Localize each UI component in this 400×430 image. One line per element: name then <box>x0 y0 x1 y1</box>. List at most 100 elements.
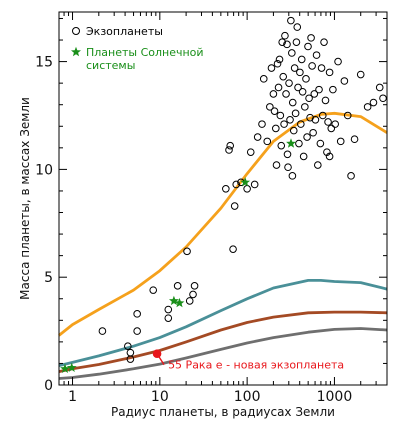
exoplanet-point <box>295 139 303 148</box>
exoplanet-point <box>230 202 239 210</box>
exoplanet-point <box>173 282 182 290</box>
exoplanet-point <box>133 327 141 335</box>
exoplanet-point <box>288 98 297 107</box>
exoplanet-point <box>232 180 241 189</box>
exoplanet-point <box>311 116 320 124</box>
legend-solar-marker <box>71 46 81 57</box>
exoplanet-point <box>277 141 286 150</box>
x-axis-title: Радиус планеты, в радиусах Земли <box>111 405 335 419</box>
solar-planet-point <box>240 177 251 187</box>
y-tick-label: 10 <box>35 162 53 178</box>
exoplanet-point <box>270 107 279 115</box>
exoplanet-point <box>253 133 262 141</box>
exoplanet-point <box>312 51 321 59</box>
exoplanet-point <box>336 137 345 146</box>
exoplanet-point <box>296 68 304 77</box>
y-tick-label: 0 <box>44 378 53 394</box>
exoplanet-point <box>308 62 316 70</box>
exoplanet-point <box>298 87 307 96</box>
y-axis-title: Масса планеты, в массах Земли <box>18 97 32 300</box>
highlight-group: 55 Рака e - новая экзопланета <box>152 349 344 372</box>
exoplanet-point <box>225 146 233 154</box>
theoretical-curves <box>58 111 388 380</box>
exoplanet-point <box>350 135 359 144</box>
legend-exoplanet-marker <box>72 27 80 35</box>
legend-solar-label: системы <box>86 59 135 72</box>
solar-planet-point <box>174 297 185 308</box>
exoplanet-point <box>267 64 276 72</box>
exoplanet-point <box>369 98 378 107</box>
exoplanet-point <box>276 111 285 120</box>
exoplanet-point <box>229 245 237 253</box>
exoplanet-point <box>250 180 259 189</box>
exoplanet-point <box>297 55 306 64</box>
y-tick-label: 5 <box>44 270 53 286</box>
exoplanet-point <box>299 152 308 161</box>
exoplanet-point <box>283 40 291 49</box>
exoplanet-point <box>133 310 141 318</box>
exoplanet-point <box>304 42 312 51</box>
exoplanet-point <box>272 124 280 133</box>
exoplanet-point <box>263 137 272 146</box>
highlight-point <box>152 349 162 359</box>
x-tick-label: 1 <box>68 389 77 405</box>
curve-3 <box>58 310 388 373</box>
exoplanet-point <box>290 64 299 72</box>
exoplanet-point <box>343 111 352 120</box>
exoplanet-point <box>310 90 319 98</box>
exoplanet-point <box>273 59 282 68</box>
exoplanet-point <box>309 128 317 137</box>
exoplanet-point <box>124 342 132 350</box>
exoplanet-point <box>281 31 289 40</box>
curve-4 <box>58 327 388 380</box>
legend-exoplanets-label: Экзопланеты <box>86 25 163 38</box>
exoplanet-point <box>379 94 387 103</box>
legend-solar-label: Планеты Солнечной <box>86 46 204 59</box>
exoplanet-point <box>297 120 305 128</box>
exoplanet-point <box>286 116 294 124</box>
exoplanet-point <box>334 57 342 66</box>
exoplanet-point <box>303 133 311 141</box>
exoplanet-point <box>315 85 323 94</box>
exoplanet-point <box>280 120 288 128</box>
exoplanet-point <box>301 103 309 111</box>
solar-planet-point <box>60 363 70 373</box>
solar-planet-point <box>169 295 179 306</box>
plot-frame <box>58 11 388 386</box>
exoplanet-point <box>164 305 173 314</box>
exoplanet-point <box>307 34 315 42</box>
exoplanet-point <box>274 83 283 92</box>
exoplanet-point <box>126 355 135 363</box>
exoplanet-point <box>285 79 293 87</box>
exoplanet-point <box>356 70 365 79</box>
exoplanet-point <box>293 23 302 31</box>
exoplanet-point <box>316 139 325 148</box>
exoplanet-point <box>269 90 278 98</box>
exoplanet-point <box>278 38 286 46</box>
exoplanet-point <box>283 150 292 159</box>
x-tick-label: 100 <box>234 389 261 405</box>
exoplanet-point <box>226 141 235 150</box>
exoplanet-point <box>287 16 295 25</box>
exoplanet-point <box>363 103 372 111</box>
exoplanet-point <box>314 161 322 169</box>
axes: 0 5 10 15 1 10 100 1000 <box>35 11 388 405</box>
exoplanet-point <box>190 282 199 290</box>
exoplanet-point <box>320 38 328 46</box>
exoplanet-point <box>324 118 332 126</box>
exoplanet-point <box>164 314 173 322</box>
exoplanet-point <box>185 297 194 305</box>
exoplanet-point <box>183 247 191 256</box>
exoplanet-point <box>321 96 330 105</box>
exoplanet-point <box>243 184 251 193</box>
solar-planet-point <box>286 138 296 148</box>
x-tick-label: 1000 <box>317 389 353 405</box>
exoplanet-point <box>289 126 298 135</box>
exoplanet-point <box>246 148 255 156</box>
exoplanet-point <box>302 75 310 83</box>
highlight-label: 55 Рака e - новая экзопланета <box>168 359 344 372</box>
exoplanet-point <box>318 111 327 120</box>
exoplanet-point <box>259 75 268 83</box>
